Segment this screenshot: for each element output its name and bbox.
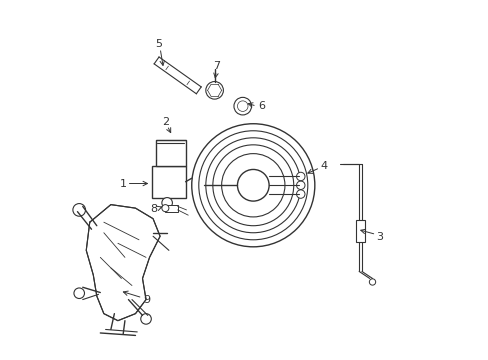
FancyBboxPatch shape — [152, 166, 185, 198]
Text: 3: 3 — [376, 232, 383, 242]
Circle shape — [296, 181, 305, 189]
Circle shape — [74, 288, 84, 298]
FancyBboxPatch shape — [155, 140, 185, 166]
Circle shape — [162, 204, 168, 212]
Bar — [165, 204, 177, 212]
Text: 2: 2 — [162, 117, 168, 127]
Text: 1: 1 — [120, 179, 126, 189]
Circle shape — [73, 203, 85, 216]
Text: 5: 5 — [155, 39, 162, 49]
Circle shape — [296, 172, 305, 181]
Circle shape — [233, 97, 251, 115]
Circle shape — [296, 190, 305, 198]
Circle shape — [368, 279, 375, 285]
Circle shape — [237, 170, 268, 201]
Bar — [355, 220, 364, 242]
Polygon shape — [86, 204, 160, 321]
Circle shape — [205, 81, 223, 99]
Text: 7: 7 — [212, 61, 220, 71]
Text: 4: 4 — [320, 161, 326, 171]
Text: 8: 8 — [150, 204, 157, 214]
Circle shape — [162, 198, 172, 208]
Circle shape — [141, 314, 151, 324]
Text: 9: 9 — [143, 294, 150, 305]
Text: 6: 6 — [257, 101, 264, 111]
